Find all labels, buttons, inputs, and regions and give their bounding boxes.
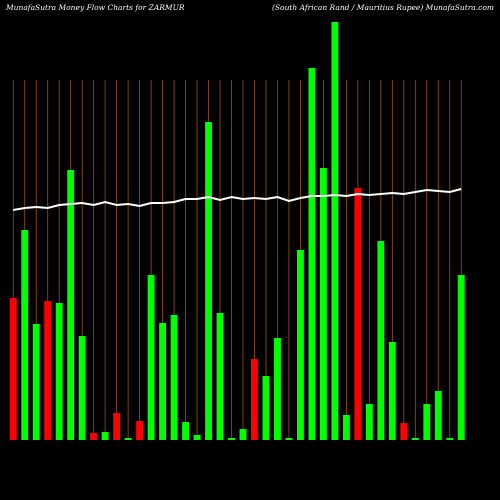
- grid: [12, 80, 462, 440]
- bar: [377, 241, 385, 440]
- bar: [67, 170, 75, 440]
- bar: [159, 323, 167, 440]
- bar: [308, 68, 316, 440]
- bar: [124, 438, 132, 440]
- bar: [32, 324, 40, 440]
- bar: [205, 122, 212, 440]
- bar: [274, 338, 281, 440]
- chart-title: MunafaSutra Money Flow Charts for ZARMUR: [5, 3, 185, 12]
- bar: [239, 429, 247, 440]
- bar: [388, 342, 396, 440]
- bar: [101, 432, 109, 440]
- bars: [9, 22, 465, 440]
- bar: [434, 391, 442, 440]
- bar: [354, 188, 362, 440]
- bar: [147, 275, 155, 440]
- bar: [262, 376, 270, 440]
- bar: [285, 438, 293, 440]
- bar: [228, 438, 235, 440]
- bar: [446, 438, 454, 440]
- bar: [193, 435, 201, 440]
- bar: [342, 415, 350, 440]
- bar: [182, 422, 190, 440]
- bar: [319, 168, 327, 440]
- bar: [78, 336, 86, 440]
- bar: [170, 315, 178, 440]
- bar: [21, 230, 29, 440]
- bar: [411, 438, 419, 440]
- bar: [136, 421, 144, 440]
- bar: [113, 413, 121, 440]
- bar: [423, 404, 431, 440]
- bar: [457, 275, 465, 440]
- chart-subtitle: (South African Rand / Mauritius Rupee) M…: [272, 3, 494, 12]
- bar: [9, 298, 17, 440]
- bar: [44, 301, 52, 440]
- bar: [296, 250, 304, 440]
- bar: [216, 313, 224, 440]
- flow-line: [13, 188, 462, 211]
- bar: [400, 423, 408, 440]
- bar: [251, 359, 258, 440]
- bar: [331, 22, 339, 440]
- bar: [55, 303, 63, 440]
- bar: [365, 404, 373, 440]
- bar: [90, 433, 98, 440]
